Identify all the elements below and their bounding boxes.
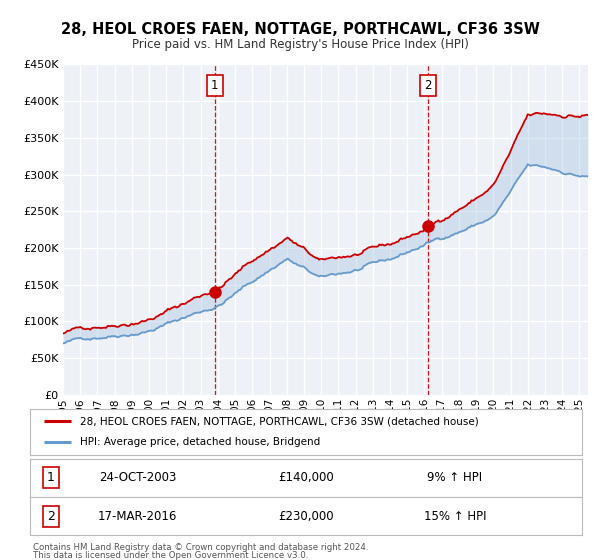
Text: 1: 1 bbox=[47, 471, 55, 484]
Text: HPI: Average price, detached house, Bridgend: HPI: Average price, detached house, Brid… bbox=[80, 437, 320, 447]
Text: This data is licensed under the Open Government Licence v3.0.: This data is licensed under the Open Gov… bbox=[33, 551, 308, 560]
Text: 17-MAR-2016: 17-MAR-2016 bbox=[98, 510, 178, 523]
Text: £230,000: £230,000 bbox=[278, 510, 334, 523]
Text: 9% ↑ HPI: 9% ↑ HPI bbox=[427, 471, 482, 484]
Text: Price paid vs. HM Land Registry's House Price Index (HPI): Price paid vs. HM Land Registry's House … bbox=[131, 38, 469, 50]
Text: 1: 1 bbox=[211, 80, 218, 92]
Text: 2: 2 bbox=[47, 510, 55, 523]
Text: 28, HEOL CROES FAEN, NOTTAGE, PORTHCAWL, CF36 3SW (detached house): 28, HEOL CROES FAEN, NOTTAGE, PORTHCAWL,… bbox=[80, 416, 478, 426]
Text: 24-OCT-2003: 24-OCT-2003 bbox=[99, 471, 176, 484]
Text: Contains HM Land Registry data © Crown copyright and database right 2024.: Contains HM Land Registry data © Crown c… bbox=[33, 543, 368, 552]
Text: 2: 2 bbox=[424, 80, 432, 92]
Text: 28, HEOL CROES FAEN, NOTTAGE, PORTHCAWL, CF36 3SW: 28, HEOL CROES FAEN, NOTTAGE, PORTHCAWL,… bbox=[61, 22, 539, 38]
Text: £140,000: £140,000 bbox=[278, 471, 334, 484]
Text: 15% ↑ HPI: 15% ↑ HPI bbox=[424, 510, 486, 523]
